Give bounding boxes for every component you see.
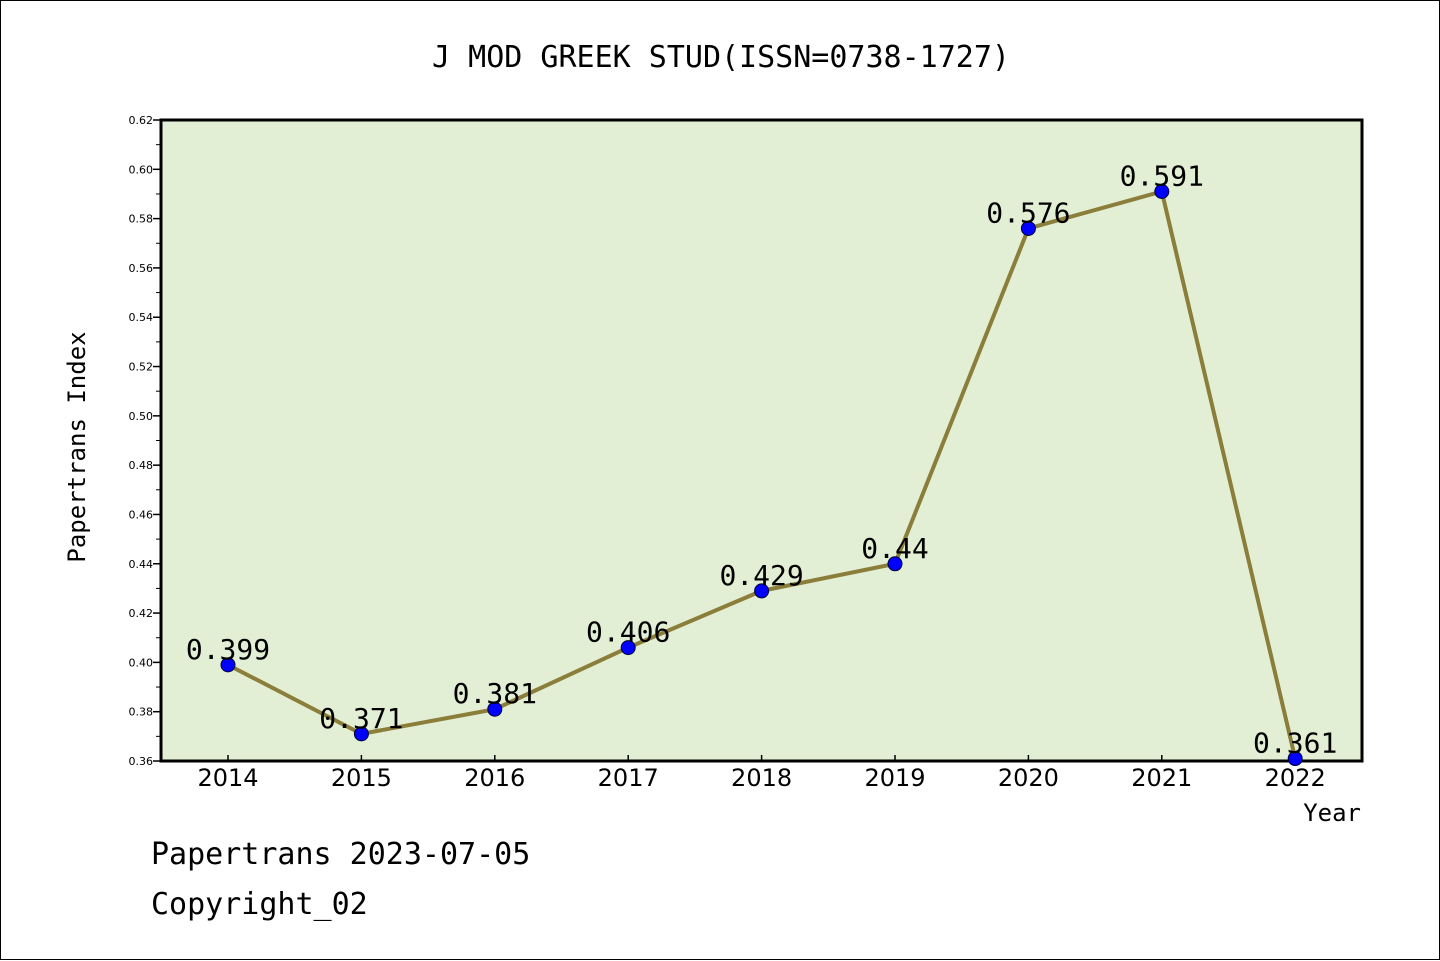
data-label: 0.44 xyxy=(861,532,928,565)
chart-title: J MOD GREEK STUD(ISSN=0738-1727) xyxy=(432,40,1010,75)
data-label: 0.429 xyxy=(719,559,803,592)
data-point xyxy=(1154,183,1170,199)
data-point xyxy=(1020,220,1036,236)
x-axis-label: Year xyxy=(1303,799,1361,827)
data-label: 0.371 xyxy=(319,702,403,735)
data-label: 0.406 xyxy=(586,616,670,649)
data-label: 0.399 xyxy=(186,633,270,666)
x-tick-label: 2016 xyxy=(464,764,525,792)
y-tick-label: 0.42 xyxy=(129,607,154,620)
y-tick-label: 0.36 xyxy=(129,755,154,768)
y-tick-label: 0.46 xyxy=(129,508,154,521)
data-label: 0.381 xyxy=(453,677,537,710)
y-tick-label: 0.38 xyxy=(129,706,154,719)
data-point xyxy=(1287,751,1303,767)
y-tick-label: 0.62 xyxy=(129,114,154,127)
x-tick-label: 2019 xyxy=(864,764,925,792)
y-axis-label: Papertrans Index xyxy=(63,331,91,562)
x-tick-label: 2017 xyxy=(598,764,659,792)
y-tick-label: 0.58 xyxy=(129,213,154,226)
x-tick-label: 2014 xyxy=(197,764,258,792)
data-point xyxy=(620,640,636,656)
y-tick-label: 0.52 xyxy=(129,361,154,374)
x-tick-label: 2018 xyxy=(731,764,792,792)
x-axis: 2014 2015 2016 2017 2018 2019 2020 2021 2022 xyxy=(197,755,1326,792)
x-tick-label: 2022 xyxy=(1265,764,1326,792)
data-points xyxy=(220,183,1303,767)
y-axis: 0.36 0.38 0.40 0.42 0.44 0.46 0.48 0.50 0.52 0.54… xyxy=(129,114,161,768)
footer-copyright: Copyright_02 xyxy=(151,887,368,922)
plot-area xyxy=(159,118,1364,763)
data-label: 0.361 xyxy=(1253,727,1337,760)
data-label: 0.591 xyxy=(1120,159,1204,192)
y-tick-label: 0.44 xyxy=(129,558,154,571)
data-point xyxy=(887,556,903,572)
data-point xyxy=(353,726,369,742)
y-tick-label: 0.50 xyxy=(129,410,154,423)
y-tick-label: 0.40 xyxy=(129,656,154,669)
x-tick-label: 2020 xyxy=(998,764,1059,792)
x-tick-label: 2015 xyxy=(331,764,392,792)
y-tick-label: 0.54 xyxy=(129,311,154,324)
y-tick-label: 0.56 xyxy=(129,262,154,275)
y-tick-label: 0.48 xyxy=(129,459,154,472)
x-tick-label: 2021 xyxy=(1131,764,1192,792)
data-point xyxy=(220,657,236,673)
data-point xyxy=(487,701,503,717)
data-labels: 0.399 0.371 0.381 0.406 0.429 0.44 0.576 0.591 0… xyxy=(186,159,1337,759)
y-tick-label: 0.60 xyxy=(129,163,154,176)
data-point xyxy=(754,583,770,599)
data-label: 0.576 xyxy=(986,196,1070,229)
footer-date: Papertrans 2023-07-05 xyxy=(151,837,531,872)
